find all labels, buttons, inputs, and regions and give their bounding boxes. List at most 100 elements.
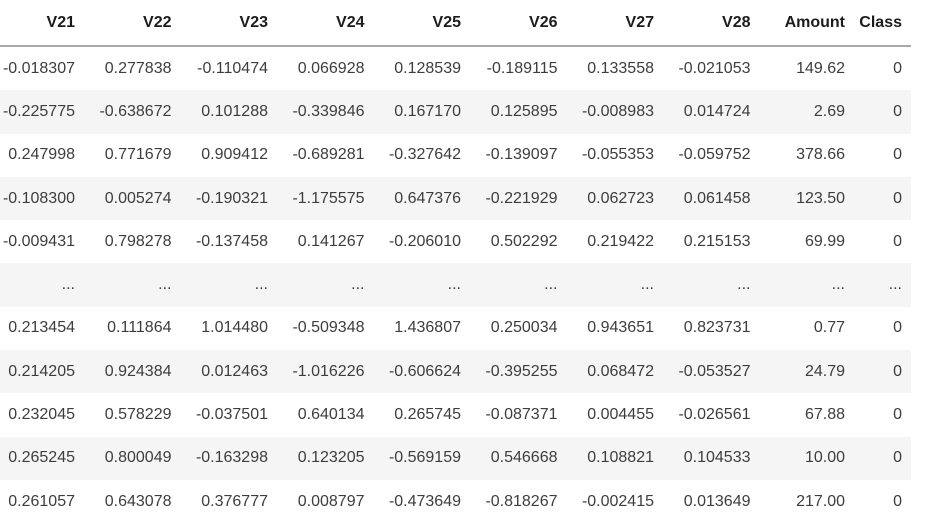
table-cell: 217.00 (796, 492, 845, 510)
table-header: V21 V22 V23 V24 V25 V26 V27 V28 Amount Class (0, 0, 911, 47)
table-cell: -0.189115 (486, 59, 558, 77)
table-cell: 0.013649 (683, 492, 751, 510)
table-cell: 0.265745 (394, 406, 461, 424)
table-cell: 0.128539 (394, 59, 461, 77)
table-row: -0.009431 0.798278 -0.137458 0.141267 -0.206… (0, 220, 911, 264)
table-cell: -0.221929 (485, 189, 558, 207)
table-cell: 0.014724 (683, 102, 751, 120)
table-cell: 0.005274 (104, 189, 172, 207)
table-row-ellipsis: .............................. (0, 263, 911, 307)
table-row: 0.232045 0.578229 -0.037501 0.640134 0.26574… (0, 393, 911, 437)
table-cell: 0.141267 (297, 232, 365, 250)
table-cell: -0.021053 (678, 59, 751, 77)
table-cell: 0.012463 (201, 362, 268, 380)
table-cell: 0 (893, 189, 902, 207)
table-cell: 0.104533 (683, 449, 751, 467)
table-cell: 1.014480 (201, 319, 268, 337)
table-cell: ... (447, 276, 461, 294)
table-cell: 123.50 (796, 189, 845, 207)
table-cell: 0.277838 (104, 59, 172, 77)
table-cell: 67.88 (804, 406, 845, 424)
column-header-v25: V25 (373, 0, 470, 47)
table-body: -0.018307 0.277838 -0.110474 0.066928 0.1285… (0, 46, 911, 523)
table-cell: -0.008983 (581, 102, 654, 120)
table-cell: 0.798278 (104, 232, 172, 250)
table-cell: -0.163298 (195, 449, 268, 467)
table-cell: 0.062723 (587, 189, 654, 207)
column-header-v26: V26 (470, 0, 567, 47)
table-cell: -0.137458 (195, 232, 268, 250)
table-cell: 0 (893, 449, 902, 467)
table-cell: ... (737, 276, 751, 294)
table-cell: -0.638672 (99, 102, 172, 120)
table-cell: -0.327642 (388, 146, 461, 164)
table-row: 0.213454 0.111864 1.014480 -0.509348 1.43680… (0, 306, 911, 351)
table-cell: -0.818267 (485, 492, 558, 510)
table-cell: 0.101288 (201, 102, 268, 120)
table-cell: -0.037501 (195, 406, 268, 424)
table-cell: 0.061458 (683, 189, 751, 207)
table-cell: ... (544, 276, 558, 294)
table-cell: -0.509348 (292, 319, 365, 337)
header-row: V21 V22 V23 V24 V25 V26 V27 V28 Amount Class (0, 0, 911, 47)
table-cell: 0.066928 (297, 59, 365, 77)
table-cell: 0.008797 (297, 492, 365, 510)
table-cell: -0.087371 (485, 406, 558, 424)
table-row: 0.214205 0.924384 0.012463 -1.016226 -0.6066… (0, 350, 911, 394)
table-cell: 0.643078 (104, 492, 172, 510)
table-cell: ... (640, 276, 654, 294)
table-cell: 0.261057 (8, 492, 75, 510)
table-cell: 0.213454 (8, 319, 75, 337)
table-cell: 0.167170 (394, 102, 461, 120)
table-cell: ... (888, 276, 902, 294)
table-cell: -0.110474 (197, 59, 268, 77)
table-cell: -0.055353 (581, 146, 654, 164)
table-row: 0.261057 0.643078 0.376777 0.008797 -0.47364… (0, 479, 911, 523)
table-cell: 0.219422 (587, 232, 654, 250)
table-cell: 0 (893, 319, 902, 337)
table-cell: 0.123205 (297, 449, 365, 467)
table-cell: 0.068472 (587, 362, 654, 380)
table-cell: 0.125895 (490, 102, 558, 120)
table-row: -0.225775 -0.638672 0.101288 -0.339846 0.167… (0, 90, 911, 134)
table-cell: 0.502292 (490, 232, 558, 250)
table-cell: 2.69 (813, 102, 845, 120)
table-cell: 0.943651 (587, 319, 654, 337)
table-cell: -0.009431 (2, 232, 75, 250)
table-cell: ... (158, 276, 172, 294)
table-cell: -0.190321 (195, 189, 268, 207)
table-cell: 0.924384 (104, 362, 172, 380)
table-cell: -0.473649 (388, 492, 461, 510)
column-header-class: Class (854, 0, 911, 47)
table-cell: ... (351, 276, 365, 294)
table-cell: 0.247998 (8, 146, 75, 164)
table-cell: 0 (893, 362, 902, 380)
table-cell: 0.647376 (394, 189, 461, 207)
table-cell: 0 (893, 492, 902, 510)
table-cell: 0.376777 (201, 492, 268, 510)
table-cell: ... (254, 276, 268, 294)
table-cell: -0.139097 (485, 146, 558, 164)
table-cell: 0 (893, 102, 902, 120)
table-cell: 0.77 (813, 319, 845, 337)
table-cell: 0.909412 (201, 146, 268, 164)
table-cell: -0.225775 (2, 102, 75, 120)
column-header-amount: Amount (759, 0, 854, 47)
table-cell: -0.053527 (678, 362, 751, 380)
table-cell: -1.175575 (292, 189, 365, 207)
column-header-v28: V28 (663, 0, 760, 47)
table-cell: 0 (893, 146, 902, 164)
column-header-v24: V24 (277, 0, 374, 47)
table-cell: -0.395255 (485, 362, 558, 380)
column-header-v22: V22 (84, 0, 181, 47)
table-cell: 0.004455 (587, 406, 654, 424)
table-cell: -0.018307 (2, 59, 75, 77)
table-cell: 0.640134 (297, 406, 365, 424)
table-cell: 0.111864 (107, 319, 172, 337)
table-cell: 0.214205 (8, 362, 75, 380)
table-cell: 0.108821 (587, 449, 654, 467)
table-row: 0.247998 0.771679 0.909412 -0.689281 -0.3276… (0, 133, 911, 177)
table-cell: 378.66 (796, 146, 845, 164)
